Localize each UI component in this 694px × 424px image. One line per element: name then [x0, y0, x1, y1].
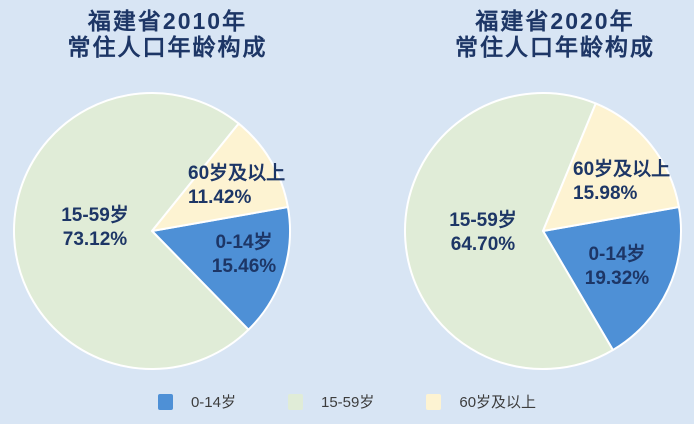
- legend-label-60-plus: 60岁及以上: [459, 394, 537, 411]
- pie-slice-0-14: [542, 206, 682, 351]
- slice-label-2020-0-14-value: 19.32%: [584, 268, 650, 289]
- slice-label-2010-15-59-name: 15-59岁: [61, 205, 129, 226]
- pie-slice-15-59: [13, 92, 250, 370]
- slice-label-2010-0-14: 0-14岁 15.46%: [198, 231, 290, 279]
- slice-label-2020-15-59: 15-59岁 64.70%: [420, 209, 546, 257]
- pie-slice-60-plus: [151, 122, 289, 232]
- legend-label-0-14: 0-14岁: [190, 394, 236, 411]
- slice-label-2020-60-plus: 60岁及以上 15.98%: [573, 158, 694, 206]
- legend: 0-14岁 15-59岁 60岁及以上: [0, 391, 694, 412]
- chart-title-2020: 福建省2020年 常住人口年龄构成: [400, 8, 694, 60]
- legend-label-15-59: 15-59岁: [320, 394, 375, 411]
- chart-title-2020-line1: 福建省2020年: [475, 8, 635, 34]
- slice-label-2020-60-plus-name: 60岁及以上: [573, 159, 671, 180]
- pie-chart-2020: [404, 92, 682, 370]
- slice-label-2010-15-59: 15-59岁 73.12%: [30, 204, 160, 252]
- chart-title-2010: 福建省2010年 常住人口年龄构成: [20, 8, 315, 60]
- slice-label-2020-0-14: 0-14岁 19.32%: [571, 243, 663, 291]
- chart-title-2010-line2: 常住人口年龄构成: [67, 34, 268, 60]
- pie-slice-0-14: [151, 206, 291, 331]
- slice-label-2020-60-plus-value: 15.98%: [573, 183, 638, 204]
- slice-label-2010-0-14-name: 0-14岁: [215, 232, 273, 253]
- slice-label-2010-60-plus-name: 60岁及以上: [188, 163, 286, 184]
- legend-swatch-0-14: [157, 393, 173, 410]
- pie-slice-60-plus: [542, 102, 680, 232]
- legend-item-0-14: 0-14岁: [157, 391, 236, 412]
- chart-title-2020-line2: 常住人口年龄构成: [455, 34, 655, 60]
- slice-label-2020-15-59-value: 64.70%: [450, 234, 516, 255]
- slice-label-2010-60-plus: 60岁及以上 11.42%: [188, 162, 318, 210]
- chart-title-2010-line1: 福建省2010年: [87, 8, 248, 34]
- slice-label-2010-15-59-value: 73.12%: [62, 229, 128, 250]
- legend-swatch-15-59: [287, 393, 303, 410]
- slice-label-2020-15-59-name: 15-59岁: [449, 210, 517, 231]
- legend-item-60-plus: 60岁及以上: [426, 391, 536, 412]
- legend-swatch-60-plus: [426, 393, 442, 410]
- slice-label-2010-60-plus-value: 11.42%: [188, 187, 252, 208]
- pie-chart-2010: [13, 92, 291, 370]
- legend-item-15-59: 15-59岁: [287, 391, 375, 412]
- slice-label-2010-0-14-value: 15.46%: [211, 256, 277, 277]
- slice-label-2020-0-14-name: 0-14岁: [588, 244, 646, 265]
- pie-slice-15-59: [404, 92, 614, 370]
